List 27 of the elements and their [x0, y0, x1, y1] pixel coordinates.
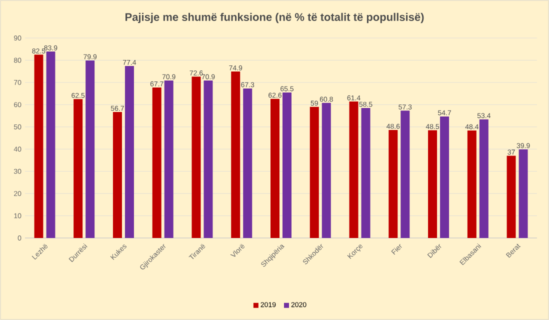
- bar: [310, 106, 319, 238]
- bar: [46, 52, 56, 238]
- bar: [152, 88, 162, 238]
- bar: [322, 102, 331, 238]
- bar: [506, 156, 516, 238]
- bar: [282, 92, 292, 238]
- bar: [428, 130, 438, 238]
- bar: [231, 72, 240, 238]
- bar: [400, 110, 410, 238]
- bar: [270, 98, 280, 238]
- chart-title: Pajisje me shumë funksione (në % të totalit të popullsisë): [125, 12, 424, 24]
- bar: [192, 76, 201, 238]
- bar: [479, 119, 488, 238]
- bar: [204, 80, 213, 238]
- bar: [86, 60, 95, 238]
- bar: [112, 112, 122, 238]
- bar: [243, 88, 252, 238]
- bar: [388, 130, 398, 238]
- bar: [361, 108, 370, 238]
- bar: [518, 149, 528, 238]
- bar: [124, 66, 134, 238]
- bar: [164, 80, 174, 238]
- bar: [440, 116, 450, 238]
- bar: [74, 99, 83, 238]
- bar: [349, 102, 358, 238]
- bar: [34, 54, 44, 238]
- bar: [467, 130, 476, 238]
